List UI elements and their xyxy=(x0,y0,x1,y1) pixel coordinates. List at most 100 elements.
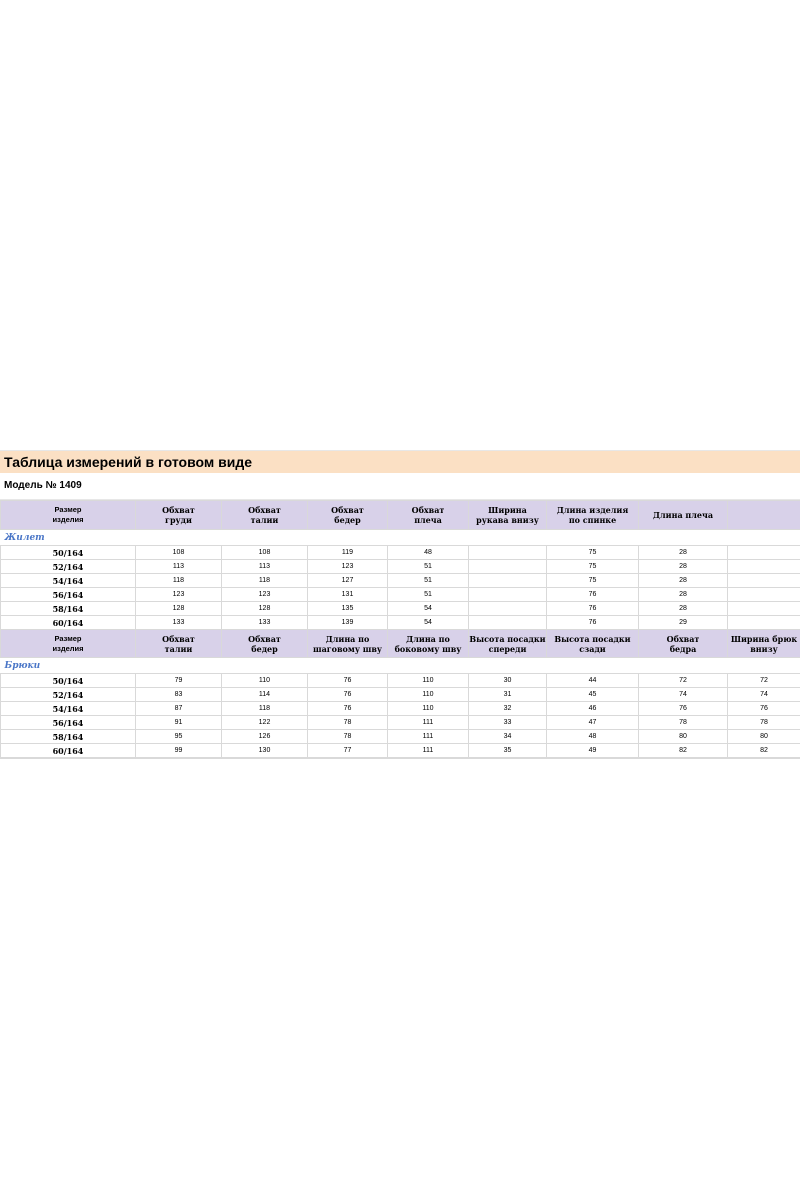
vest-size-header-line1: Размер xyxy=(54,505,82,514)
vest-value-cell: 127 xyxy=(307,573,388,588)
vest-value-cell: 51 xyxy=(387,559,469,574)
vest-col-header-4-line2: рукава внизу xyxy=(476,515,539,525)
trousers-value-cell: 72 xyxy=(727,673,800,688)
trousers-col-header-3: Длина по боковому шву xyxy=(387,629,469,658)
vest-col-header-1: Обхват талии xyxy=(221,500,308,530)
trousers-value-cell: 76 xyxy=(307,701,388,716)
trousers-col-header-2-line1: Длина по xyxy=(325,633,370,644)
vest-col-header-0-line2: груди xyxy=(165,515,192,525)
table-row: 60/164 133 133 139 54 76 29 xyxy=(0,615,800,630)
trousers-value-cell: 80 xyxy=(727,729,800,744)
vest-col-header-6: Длина плеча xyxy=(638,500,728,530)
trousers-col-header-0: Обхват талии xyxy=(135,629,222,658)
vest-col-header-6-line1: Длина плеча xyxy=(652,510,714,520)
trousers-value-cell: 76 xyxy=(307,687,388,702)
trousers-size-cell: 52/164 xyxy=(0,687,136,702)
trousers-size-cell: 60/164 xyxy=(0,743,136,758)
trousers-value-cell: 47 xyxy=(546,715,639,730)
vest-size-cell: 54/164 xyxy=(0,573,136,588)
trousers-size-header: Размер изделия xyxy=(0,629,136,658)
trousers-value-cell: 48 xyxy=(546,729,639,744)
vest-value-cell: 51 xyxy=(387,587,469,602)
trousers-col-header-1: Обхват бедер xyxy=(221,629,308,658)
trousers-value-cell: 99 xyxy=(135,743,222,758)
trousers-value-cell: 77 xyxy=(307,743,388,758)
vest-value-cell: 113 xyxy=(135,559,222,574)
trousers-value-cell: 78 xyxy=(307,729,388,744)
trousers-value-cell: 110 xyxy=(387,673,469,688)
trousers-value-cell: 110 xyxy=(221,673,308,688)
vest-value-cell xyxy=(727,545,800,560)
vest-value-cell: 123 xyxy=(307,559,388,574)
vest-section-label: Жилет xyxy=(0,529,800,546)
vest-value-cell xyxy=(727,615,800,630)
vest-size-header: Размер изделия xyxy=(0,500,136,530)
trousers-value-cell: 46 xyxy=(546,701,639,716)
vest-value-cell: 118 xyxy=(221,573,308,588)
vest-col-header-0: Обхват груди xyxy=(135,500,222,530)
trousers-value-cell: 111 xyxy=(387,715,469,730)
trousers-value-cell: 74 xyxy=(638,687,728,702)
trousers-value-cell: 83 xyxy=(135,687,222,702)
table-row: 52/164 83 114 76 110 31 45 74 74 xyxy=(0,687,800,702)
vest-value-cell xyxy=(727,587,800,602)
trousers-value-cell: 32 xyxy=(468,701,547,716)
vest-size-cell: 56/164 xyxy=(0,587,136,602)
table-row: 54/164 87 118 76 110 32 46 76 76 xyxy=(0,701,800,716)
trousers-value-cell: 34 xyxy=(468,729,547,744)
trousers-col-header-4: Высота посадки спереди xyxy=(468,629,547,658)
trousers-value-cell: 111 xyxy=(387,743,469,758)
trousers-size-header-line2: изделия xyxy=(52,643,84,653)
vest-value-cell: 76 xyxy=(546,587,639,602)
trousers-section-label: Брюки xyxy=(0,657,800,674)
vest-size-cell: 50/164 xyxy=(0,545,136,560)
vest-value-cell xyxy=(727,601,800,616)
trousers-value-cell: 76 xyxy=(727,701,800,716)
trousers-col-header-7: Ширина брюк внизу xyxy=(727,629,800,658)
vest-size-cell: 60/164 xyxy=(0,615,136,630)
vest-col-header-3-line1: Обхват xyxy=(411,505,445,515)
vest-size-cell: 58/164 xyxy=(0,601,136,616)
trousers-value-cell: 80 xyxy=(638,729,728,744)
vest-value-cell: 139 xyxy=(307,615,388,630)
trousers-col-header-2-line2: шаговому шву xyxy=(312,643,383,654)
trousers-value-cell: 122 xyxy=(221,715,308,730)
trousers-col-header-6-line2: бедра xyxy=(669,643,697,654)
table-row: 54/164 118 118 127 51 75 28 xyxy=(0,573,800,588)
trousers-col-header-1-line2: бедер xyxy=(251,643,278,654)
vest-value-cell xyxy=(468,573,547,588)
vest-value-cell: 54 xyxy=(387,615,469,630)
vest-value-cell: 135 xyxy=(307,601,388,616)
vest-value-cell: 123 xyxy=(221,587,308,602)
vest-value-cell: 28 xyxy=(638,587,728,602)
table-row: 56/164 91 122 78 111 33 47 78 78 xyxy=(0,715,800,730)
trousers-value-cell: 91 xyxy=(135,715,222,730)
table-row: 56/164 123 123 131 51 76 28 xyxy=(0,587,800,602)
trousers-value-cell: 33 xyxy=(468,715,547,730)
trousers-size-cell: 56/164 xyxy=(0,715,136,730)
trousers-value-cell: 87 xyxy=(135,701,222,716)
trousers-value-cell: 110 xyxy=(387,687,469,702)
trousers-size-cell: 58/164 xyxy=(0,729,136,744)
trousers-value-cell: 44 xyxy=(546,673,639,688)
trousers-size-cell: 50/164 xyxy=(0,673,136,688)
vest-value-cell: 54 xyxy=(387,601,469,616)
vest-value-cell: 75 xyxy=(546,559,639,574)
vest-value-cell: 28 xyxy=(638,573,728,588)
measurements-table: Размер изделия Обхват груди Обхват талии Обхва… xyxy=(0,500,800,758)
trousers-value-cell: 78 xyxy=(307,715,388,730)
vest-col-header-2-line2: бедер xyxy=(334,515,361,525)
vest-col-header-2-line1: Обхват xyxy=(331,505,364,515)
table-row: 58/164 128 128 135 54 76 28 xyxy=(0,601,800,616)
vest-value-cell: 29 xyxy=(638,615,728,630)
trousers-col-header-1-line1: Обхват xyxy=(248,633,281,644)
vest-col-header-3: Обхват плеча xyxy=(387,500,469,530)
vest-value-cell: 133 xyxy=(135,615,222,630)
trousers-col-header-5-line1: Высота посадки xyxy=(554,633,631,644)
trousers-value-cell: 95 xyxy=(135,729,222,744)
vest-value-cell: 113 xyxy=(221,559,308,574)
vest-value-cell: 119 xyxy=(307,545,388,560)
trousers-size-cell: 54/164 xyxy=(0,701,136,716)
trousers-col-header-4-line2: спереди xyxy=(488,643,527,654)
vest-col-header-4-line1: Ширина xyxy=(488,505,527,515)
